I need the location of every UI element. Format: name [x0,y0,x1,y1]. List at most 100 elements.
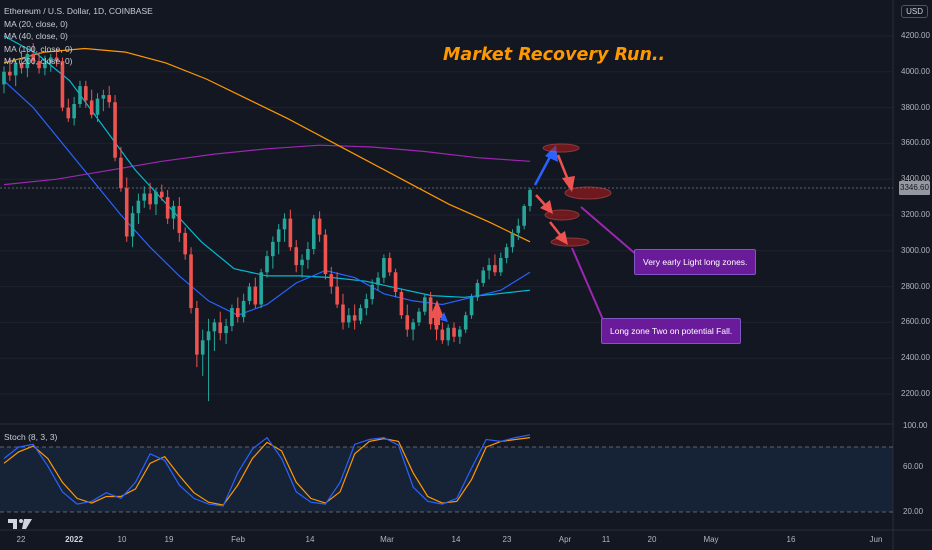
stoch-lines [3,434,531,507]
candle-body [142,193,147,201]
long-zone-ellipse-1 [564,186,612,200]
candle-body [189,254,193,309]
long-zone-ellipse-2 [544,209,580,221]
candle-body [130,213,135,237]
stoch-axis-label: 20.00 [903,507,924,516]
stoch-axis-label: 60.00 [903,462,924,471]
candle-body [206,331,211,341]
callout-connector-2 [571,247,605,323]
ma200-line [3,144,531,186]
candle-body [528,189,532,207]
candle-body [66,107,71,119]
time-axis-label: Jun [869,535,883,544]
time-axis-label: Apr [558,535,572,544]
candle-body [8,71,12,76]
candle-body [271,241,275,257]
currency-button[interactable]: USD [901,5,928,18]
candle-body [510,232,515,248]
price-axis-label: 2600.00 [901,317,930,327]
tradingview-logo-icon[interactable] [8,518,32,530]
drawings [430,143,639,325]
candle-body [463,315,468,330]
candle-body [84,86,88,101]
candle-body [25,53,30,69]
price-axis-label: 4000.00 [901,66,930,76]
candle-body [218,322,223,334]
candle-body [522,206,526,226]
candle-body [376,277,380,285]
red-down-arrow-2-shaft [535,194,547,207]
candle-body [259,272,263,305]
time-axis-label: 19 [164,535,174,544]
candle-body [294,247,299,266]
stoch-legend[interactable]: Stoch (8, 3, 3) [4,432,58,442]
candle-body [300,259,304,266]
red-down-arrow-3-head [555,231,568,245]
candle-body [487,265,491,271]
candle-body [317,218,322,235]
candle-body [452,327,456,337]
candle-body [493,265,497,273]
candle-body [124,188,129,237]
candle-body [54,57,59,62]
time-axis-label: 22 [16,535,26,544]
time-axis-label: Mar [380,535,394,544]
time-axis-label: 2022 [65,535,83,544]
candle-body [288,218,293,248]
legend-ma100[interactable]: MA (100, close, 0) [4,43,73,54]
candle-body [341,304,345,323]
price-axis-label: 3600.00 [901,138,930,148]
price-axis-label: 2400.00 [901,353,930,363]
candle-body [89,100,94,115]
candle-body [358,308,363,321]
candle-body [31,53,36,62]
price-axis-label: 2200.00 [901,389,930,398]
candle-body [329,274,334,287]
candle-body [195,308,199,355]
candle-body [504,247,509,258]
candle-body [498,257,503,273]
time-axis-label: 16 [786,535,796,544]
candle-body [265,256,269,273]
candle-body [160,191,164,198]
callout-long-zone-two[interactable]: Long zone Two on potential Fall. [601,318,742,344]
price-axis-label: 4200.00 [901,31,930,40]
candle-body [323,234,328,275]
candle-body [183,232,187,255]
candle-body [224,325,228,334]
time-axis-label: 20 [647,535,657,544]
candle-body [440,329,445,341]
time-axis-label: 23 [502,535,512,544]
candle-body [165,197,170,219]
red-down-arrow-1-shaft [556,154,570,181]
candle-body [516,225,521,233]
candle-body [276,229,281,242]
price-axis-label: 3000.00 [901,245,930,255]
candle-body [177,206,182,233]
candle-body [212,322,217,332]
candle-body [60,61,65,108]
candle-body [428,297,433,325]
time-axis-label: May [703,535,719,544]
legend-ma20[interactable]: MA (20, close, 0) [4,18,68,29]
candle-body [171,206,176,219]
candle-body [247,286,252,301]
callout-light-long-zones[interactable]: Very early Light long zones. [634,249,757,275]
candle-body [423,297,427,312]
candle-body [241,300,246,318]
candle-body [458,329,462,337]
candle-body [311,218,316,250]
candle-body [411,322,415,330]
legend-symbol[interactable]: Ethereum / U.S. Dollar, 1D, COINBASE [4,6,153,16]
candle-body [434,324,439,330]
candle-body [19,62,24,69]
price-axis-label: 2800.00 [901,281,930,291]
candle-body [282,218,287,230]
legend-ma200[interactable]: MA (200, close, 0) [4,56,73,66]
legend-ma40[interactable]: MA (40, close, 0) [4,31,68,41]
time-axis-label: 14 [305,535,315,544]
candle-body [399,291,404,316]
small-blue-arrow [440,312,448,322]
target-ellipse-top [542,143,580,153]
